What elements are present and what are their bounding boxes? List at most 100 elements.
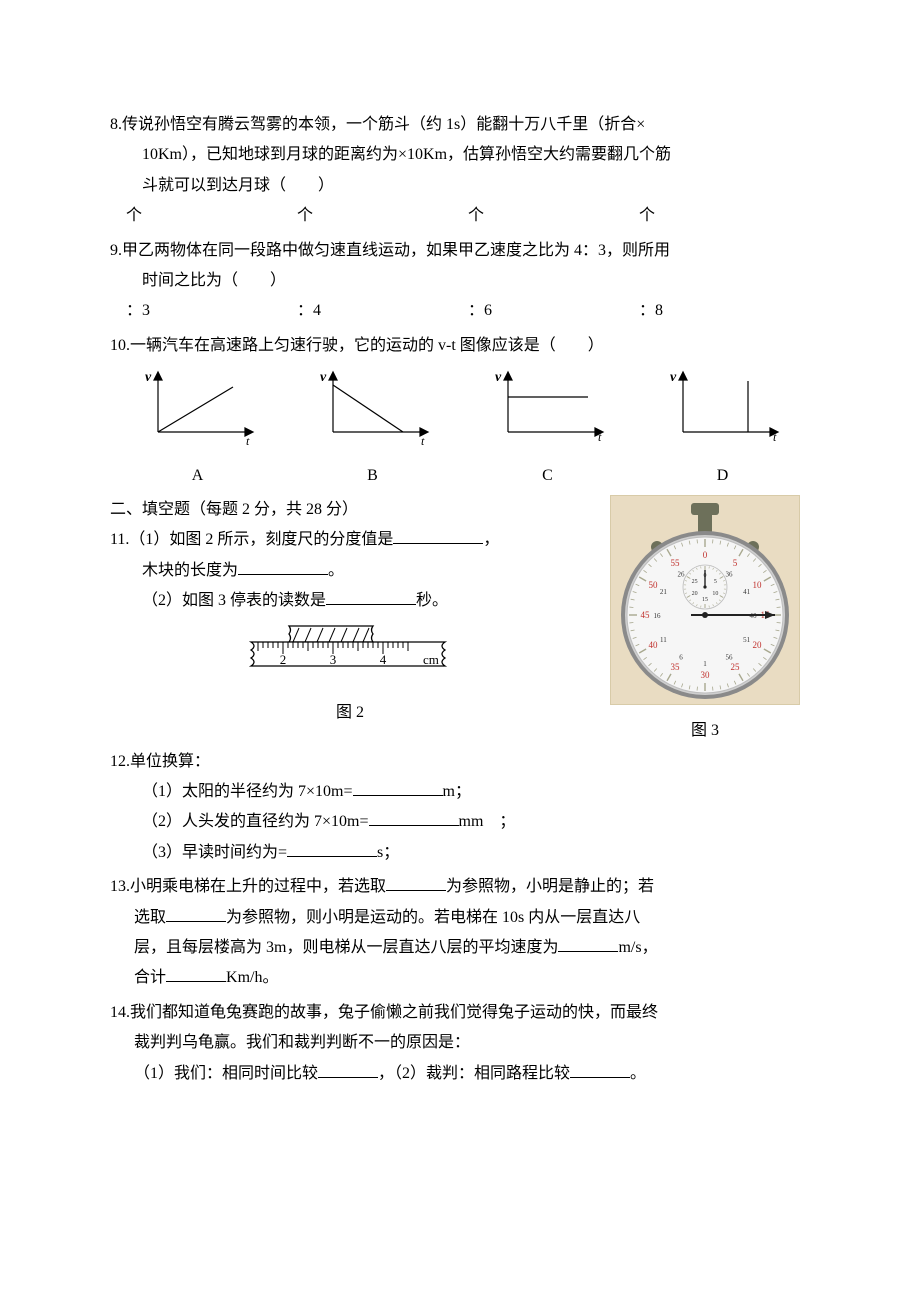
svg-text:35: 35 [671,662,681,672]
q11-blank-1 [393,527,483,544]
q13-l3a: 层，且每层楼高为 3m，则电梯从一层直达八层的平均速度为 [134,939,558,956]
ruler-svg: 2 3 4 cm [245,624,455,686]
svg-text:10: 10 [752,580,762,590]
question-13: 13.小明乘电梯在上升的过程中，若选取为参照物，小明是静止的；若 选取为参照物，… [110,872,810,994]
q13-l3b: m/s， [618,939,657,956]
q14-line1: 14.我们都知道龟兔赛跑的故事，兔子偷懒之前我们觉得兔子运动的快，而最终 [110,998,810,1028]
q12-line2: （2）人头发的直径约为 7×10m= mm ； [110,807,810,837]
q9-line2: 时间之比为（ ） [110,266,810,296]
q13-blank-2 [166,905,226,922]
q11-l1a: 11.（1）如图 2 所示，刻度尺的分度值是 [110,531,393,548]
svg-text:5: 5 [733,558,738,568]
svg-text:41: 41 [743,588,751,596]
q12-head: 12.单位换算： [110,747,810,777]
q10-stem: 10.一辆汽车在高速路上匀速行驶，它的运动的 v-t 图像应该是（ ） [110,331,810,361]
svg-text:25: 25 [692,579,698,585]
q8-line3: 斗就可以到达月球（ ） [110,171,810,201]
q9-opt-d: ：8 [639,296,810,326]
svg-text:55: 55 [671,558,681,568]
svg-text:20: 20 [752,640,762,650]
q10-chart-b: v t [313,367,433,456]
q10-label-d: D [635,461,810,491]
q10-chart-a: v t [138,367,258,456]
q10-chart-c-cell: v t C [460,367,635,491]
q12-blank-2 [369,809,459,826]
q10-chart-d-cell: v t D [635,367,810,491]
q10-chart-b-cell: v t B [285,367,460,491]
q13-line2: 选取为参照物，则小明是运动的。若电梯在 10s 内从一层直达八 [110,903,810,933]
question-10: 10.一辆汽车在高速路上匀速行驶，它的运动的 v-t 图像应该是（ ） v [110,331,810,491]
q12-l1b: m； [443,783,471,800]
q12-l2a: （2）人头发的直径约为 7×10m= [142,813,369,830]
fig3-caption: 图 3 [600,716,810,746]
q13-l4b: Km/h。 [226,969,278,986]
svg-text:6: 6 [679,653,683,661]
q8-opt-b: 个 [297,201,468,231]
svg-text:36: 36 [726,570,734,578]
q14-blank-2 [570,1061,630,1078]
svg-text:2: 2 [280,652,287,667]
svg-text:t: t [421,434,425,445]
q11-l2a: 木块的长度为 [142,562,238,579]
svg-text:v: v [495,370,502,385]
q14-l3a: （1）我们：相同时间比较 [134,1065,318,1082]
q10-label-c: C [460,461,635,491]
q10-chart-a-cell: v t A [110,367,285,491]
svg-text:56: 56 [726,653,734,661]
question-8: 8.传说孙悟空有腾云驾雾的本领，一个筋斗（约 1s）能翻十万八千里（折合× 10… [110,110,810,232]
svg-text:25: 25 [731,662,741,672]
q9-options: ：3 ：4 ：6 ：8 [110,296,810,326]
q8-opt-a: 个 [126,201,297,231]
q13-l1b: 为参照物，小明是静止的；若 [446,878,654,895]
q14-blank-1 [318,1061,378,1078]
svg-text:v: v [320,370,327,385]
q8-options: 个 个 个 个 [110,201,810,231]
q14-line2: 裁判判乌龟赢。我们和裁判判断不一的原因是： [110,1028,810,1058]
q11-l3b: 秒。 [416,592,448,609]
q12-line3: （3）早读时间约为=s； [110,838,810,868]
exam-page: 8.传说孙悟空有腾云驾雾的本领，一个筋斗（约 1s）能翻十万八千里（折合× 10… [0,0,920,1153]
question-9: 9.甲乙两物体在同一段路中做匀速直线运动，如果甲乙速度之比为 4：3，则所用 时… [110,236,810,327]
q12-l3b: s； [377,844,399,861]
stopwatch-figure: 0315361041154620512556301356401145165021… [600,495,810,747]
svg-text:t: t [246,434,250,445]
svg-text:30: 30 [701,670,711,680]
q8-opt-c: 个 [468,201,639,231]
q13-l2b: 为参照物，则小明是运动的。若电梯在 10s 内从一层直达八 [226,909,640,926]
svg-text:20: 20 [692,591,698,597]
svg-text:v: v [145,370,152,385]
q10-label-a: A [110,461,285,491]
q11-l1b: ， [483,531,499,548]
q10-chart-d: v t [663,367,783,456]
q11-l3a: （2）如图 3 停表的读数是 [142,592,326,609]
q13-line1: 13.小明乘电梯在上升的过程中，若选取为参照物，小明是静止的；若 [110,872,810,902]
svg-text:4: 4 [380,652,387,667]
q14-l3b: 。 [630,1065,646,1082]
question-14: 14.我们都知道龟兔赛跑的故事，兔子偷懒之前我们觉得兔子运动的快，而最终 裁判判… [110,998,810,1089]
q9-opt-b: ：4 [297,296,468,326]
svg-text:3: 3 [330,652,337,667]
q9-opt-c: ：6 [468,296,639,326]
svg-text:26: 26 [678,570,686,578]
q13-l4a: 合计 [134,969,166,986]
q10-chart-c: v t [488,367,608,456]
svg-text:5: 5 [714,579,717,585]
q13-blank-3 [558,935,618,952]
q8-line2: 10Km），已知地球到月球的距离约为×10Km，估算孙悟空大约需要翻几个筋 [110,140,810,170]
q14-l3mid: ，（2）裁判：相同路程比较 [378,1065,570,1082]
svg-text:50: 50 [649,580,659,590]
q10-label-b: B [285,461,460,491]
question-12: 12.单位换算： （1）太阳的半径约为 7×10m= m； （2）人头发的直径约为… [110,747,810,869]
q13-blank-4 [166,965,226,982]
q9-opt-a: ：3 [126,296,297,326]
q11-l2b: 。 [328,562,344,579]
q8-opt-d: 个 [639,201,810,231]
q12-blank-1 [353,779,443,796]
q12-l1a: （1）太阳的半径约为 7×10m= [142,783,353,800]
q11-blank-2 [238,558,328,575]
section-2-wrap: 0315361041154620512556301356401145165021… [110,495,810,747]
q12-blank-3 [287,840,377,857]
q12-l2b: mm ； [459,813,516,830]
q8-line1: 8.传说孙悟空有腾云驾雾的本领，一个筋斗（约 1s）能翻十万八千里（折合× [110,110,810,140]
q13-line4: 合计 Km/h。 [110,963,810,993]
